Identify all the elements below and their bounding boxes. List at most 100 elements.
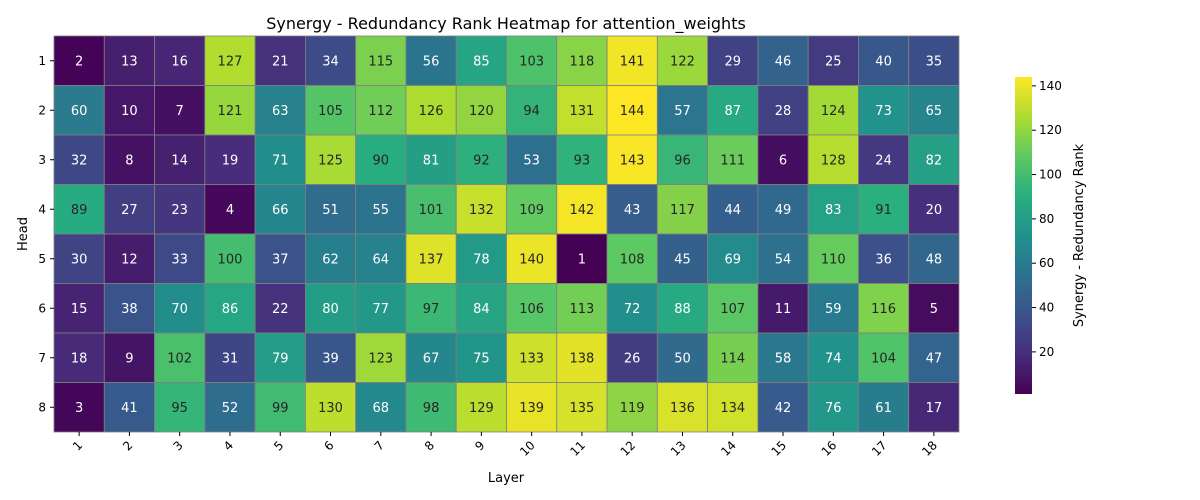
cell-value-label: 139 [519, 401, 544, 416]
heatmap-cell [405, 332, 457, 383]
cell-value-label: 21 [272, 54, 289, 69]
heatmap-cell [908, 382, 960, 433]
heatmap-cell [807, 35, 859, 86]
cell-value-label: 141 [620, 54, 645, 69]
heatmap-cell [707, 35, 759, 86]
heatmap-cell [254, 283, 306, 334]
heatmap-cell [405, 35, 457, 86]
heatmap-cell [506, 35, 558, 86]
cell-value-label: 104 [871, 351, 896, 366]
y-tick-label: 7 [38, 351, 46, 365]
cell-value-label: 126 [419, 104, 444, 119]
x-axis-ticks: 1 2 3 4 5 6 7 8 9 10 11 12 13 14 15 16 17 18 [70, 432, 940, 459]
cell-value-label: 99 [272, 401, 289, 416]
cell-value-label: 17 [926, 401, 943, 416]
heatmap-cell [455, 283, 507, 334]
cell-value-label: 34 [322, 54, 339, 69]
cell-value-label: 74 [825, 351, 842, 366]
heatmap-cell [656, 332, 709, 383]
cell-value-label: 98 [423, 401, 440, 416]
heatmap-cell [606, 332, 658, 383]
cell-value-label: 118 [570, 54, 595, 69]
y-axis-ticks: 1 2 3 4 5 6 7 8 [38, 54, 54, 414]
cell-value-label: 73 [875, 104, 892, 119]
x-tick-label: 8 [422, 438, 437, 453]
cell-value-label: 115 [368, 54, 393, 69]
heatmap-cell [757, 332, 809, 383]
heatmap-cell [858, 134, 910, 185]
cell-value-label: 78 [473, 252, 490, 267]
cell-value-label: 77 [373, 302, 390, 317]
heatmap-cell [254, 332, 306, 383]
heatmap-cell [204, 233, 256, 284]
cell-value-label: 59 [825, 302, 842, 317]
cell-value-label: 22 [272, 302, 289, 317]
heatmap-cell [656, 85, 709, 136]
cell-value-label: 76 [825, 401, 842, 416]
cell-value-label: 6 [779, 153, 787, 168]
cell-value-label: 20 [926, 203, 943, 218]
cell-value-label: 140 [519, 252, 544, 267]
cell-value-label: 36 [875, 252, 892, 267]
heatmap-cell [807, 382, 859, 433]
heatmap-cell [304, 35, 357, 86]
heatmap-cell [858, 233, 910, 284]
y-tick-label: 2 [38, 103, 46, 117]
x-tick-label: 11 [567, 438, 588, 459]
x-tick-label: 2 [120, 438, 135, 453]
heatmap-cell [355, 85, 407, 136]
cell-value-label: 131 [570, 104, 595, 119]
heatmap-cell [103, 85, 155, 136]
cell-value-label: 133 [519, 351, 544, 366]
cell-value-label: 124 [821, 104, 846, 119]
colorbar-tick-label: 40 [1039, 301, 1054, 315]
heatmap-cell [807, 233, 859, 284]
cell-value-label: 127 [218, 54, 243, 69]
cell-value-label: 102 [167, 351, 192, 366]
heatmap-cell [506, 332, 558, 383]
cell-value-label: 40 [875, 54, 892, 69]
cell-value-label: 64 [373, 252, 390, 267]
cell-value-label: 14 [171, 153, 188, 168]
cell-value-label: 72 [624, 302, 641, 317]
x-tick-label: 13 [668, 438, 689, 459]
cell-value-label: 67 [423, 351, 440, 366]
cell-value-label: 85 [473, 54, 490, 69]
cell-value-label: 10 [121, 104, 138, 119]
cell-value-label: 46 [775, 54, 792, 69]
x-tick-label: 18 [919, 438, 940, 459]
cell-value-label: 130 [318, 401, 343, 416]
heatmap-cell [707, 332, 759, 383]
heatmap-cell [204, 382, 256, 433]
cell-value-label: 18 [71, 351, 88, 366]
x-tick-label: 15 [768, 438, 789, 459]
colorbar-label: Synergy - Redundancy Rank [1072, 143, 1087, 327]
heatmap-cell [53, 382, 105, 433]
cell-value-label: 4 [226, 203, 234, 218]
x-axis-label: Layer [488, 471, 525, 486]
x-tick-label: 1 [70, 438, 85, 453]
cell-value-label: 45 [674, 252, 691, 267]
cell-value-label: 2 [75, 54, 83, 69]
cell-value-label: 109 [519, 203, 544, 218]
heatmap-cell [304, 233, 357, 284]
cell-value-label: 31 [222, 351, 239, 366]
x-tick-label: 7 [372, 438, 387, 453]
cell-value-label: 122 [670, 54, 695, 69]
heatmap-cell [355, 332, 407, 383]
cell-value-label: 58 [775, 351, 792, 366]
chart-title: Synergy - Redundancy Rank Heatmap for at… [266, 14, 746, 34]
colorbar-tick-label: 20 [1039, 345, 1054, 359]
heatmap-cell [355, 233, 407, 284]
heatmap-cell [908, 35, 960, 86]
cell-value-label: 90 [373, 153, 390, 168]
y-tick-label: 8 [38, 400, 46, 414]
cell-value-label: 91 [875, 203, 892, 218]
heatmap-cell [355, 184, 407, 235]
heatmap-cell [455, 134, 507, 185]
cell-value-label: 142 [570, 203, 595, 218]
colorbar-tick-label: 120 [1039, 123, 1062, 137]
cell-value-label: 100 [218, 252, 243, 267]
cell-value-label: 116 [871, 302, 896, 317]
heatmap-cell [807, 184, 859, 235]
